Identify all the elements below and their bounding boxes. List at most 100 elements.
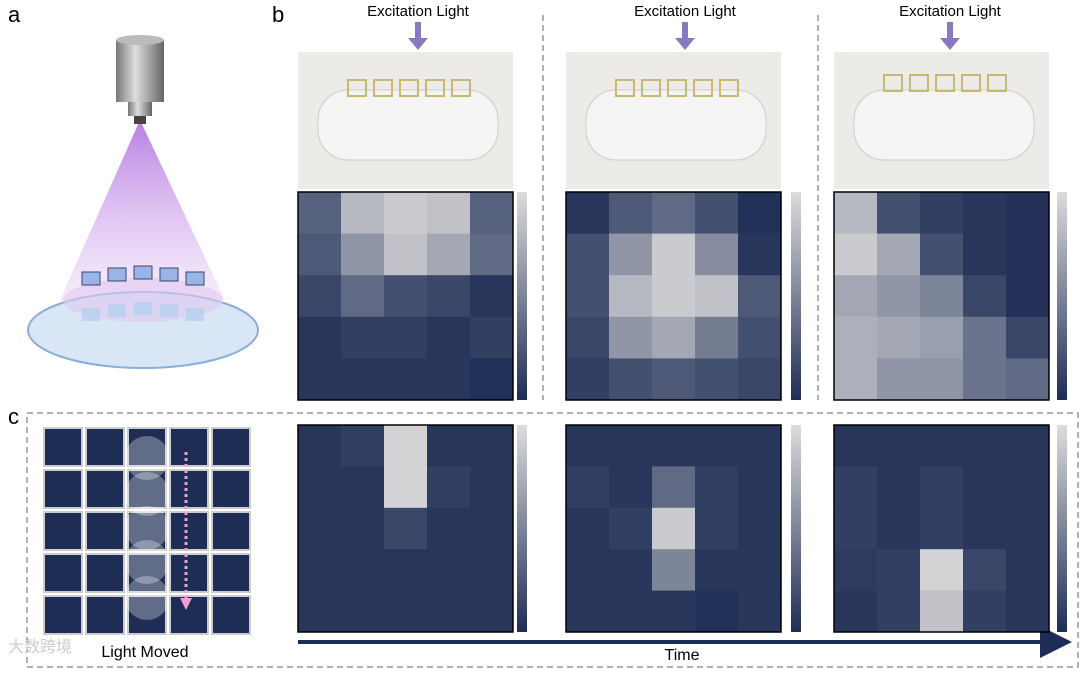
- heatmap-cell: [470, 466, 514, 509]
- heatmap-cell: [695, 233, 739, 276]
- pixel: [127, 427, 167, 467]
- excitation-arrow-head: [675, 38, 695, 50]
- heatmap-cell: [1006, 316, 1050, 359]
- heatmap-cell: [470, 590, 514, 633]
- pixel: [127, 553, 167, 593]
- heatmap-cell: [341, 507, 385, 550]
- sample: [81, 271, 101, 286]
- sample-shadow: [108, 304, 126, 317]
- heatmap-cell: [963, 590, 1007, 633]
- heatmap-cell: [341, 233, 385, 276]
- pixel: [43, 511, 83, 551]
- heatmap-cell: [834, 425, 878, 467]
- pixel: [43, 469, 83, 509]
- heatmap-frame: [297, 424, 514, 633]
- heatmap-cell: [695, 358, 739, 401]
- sample: [159, 267, 179, 282]
- pixel: [85, 427, 125, 467]
- photo-film: [987, 74, 1007, 92]
- pixel: [85, 469, 125, 509]
- heatmap-cell: [695, 590, 739, 633]
- pixel: [127, 595, 167, 635]
- pixel: [85, 553, 125, 593]
- heatmap-cell: [834, 507, 878, 550]
- heatmap-frame: [833, 191, 1050, 401]
- heatmap-cell: [298, 275, 342, 318]
- heatmap-cell: [341, 192, 385, 235]
- heatmap-cell: [738, 316, 782, 359]
- watermark: 大数跨境: [8, 637, 72, 656]
- heatmap-cell: [470, 358, 514, 401]
- heatmap-cell: [609, 507, 653, 550]
- heatmap-cell: [341, 358, 385, 401]
- heatmap-cell: [652, 192, 696, 235]
- heatmap-cell: [566, 466, 610, 509]
- photo-film: [399, 79, 419, 97]
- heatmap-frame: [297, 191, 514, 401]
- heatmap-cell: [695, 507, 739, 550]
- tube: [585, 89, 767, 161]
- heatmap-cell: [427, 549, 471, 592]
- heatmap-cell: [1006, 275, 1050, 318]
- heatmap-cell: [963, 275, 1007, 318]
- pixel: [211, 595, 251, 635]
- heatmap-cell: [298, 233, 342, 276]
- heatmap-cell: [877, 192, 921, 235]
- colorbar: [517, 425, 527, 632]
- heatmap-cell: [963, 192, 1007, 235]
- excitation-label: Excitation Light: [634, 3, 737, 20]
- move-arrow-head: [180, 598, 192, 610]
- pixel: [127, 511, 167, 551]
- heatmap-frame: [833, 424, 1050, 633]
- heatmap-cell: [652, 466, 696, 509]
- heatmap-cell: [963, 358, 1007, 401]
- excitation-arrow-head: [940, 38, 960, 50]
- heatmap-cell: [652, 316, 696, 359]
- heatmap-cell: [695, 466, 739, 509]
- pixel: [85, 595, 125, 635]
- heatmap-cell: [427, 192, 471, 235]
- heatmap-cell: [470, 192, 514, 235]
- heatmap-cell: [341, 590, 385, 633]
- heatmap-cell: [609, 316, 653, 359]
- heatmap-cell: [963, 233, 1007, 276]
- heatmap-cell: [695, 192, 739, 235]
- heatmap-cell: [920, 233, 964, 276]
- heatmap-cell: [298, 466, 342, 509]
- heatmap-cell: [609, 233, 653, 276]
- heatmap-cell: [566, 358, 610, 401]
- colorbar: [517, 192, 527, 400]
- excitation-arrow-head: [408, 38, 428, 50]
- heatmap-cell: [652, 507, 696, 550]
- heatmap-cell: [834, 358, 878, 401]
- heatmap-cell: [609, 549, 653, 592]
- heatmap-cell: [427, 507, 471, 550]
- heatmap-cell: [298, 507, 342, 550]
- heatmap-cell: [834, 316, 878, 359]
- heatmap-cell: [920, 466, 964, 509]
- heatmap-cell: [609, 590, 653, 633]
- excitation-label: Excitation Light: [899, 3, 1002, 20]
- photo-film: [909, 74, 929, 92]
- heatmap-cell: [566, 275, 610, 318]
- pixel: [169, 427, 209, 467]
- panel-c-frame: [26, 412, 1079, 668]
- heatmap-cell: [384, 466, 428, 509]
- sample: [107, 267, 127, 282]
- sample: [133, 265, 153, 280]
- pixel: [127, 469, 167, 509]
- lamp-illustration: [27, 35, 259, 369]
- photo-film: [719, 79, 739, 97]
- caption: Light Moved: [101, 644, 188, 661]
- heatmap-cell: [566, 507, 610, 550]
- heatmap-cell: [341, 316, 385, 359]
- heatmap-cell: [877, 507, 921, 550]
- heatmap-cell: [298, 425, 342, 467]
- heatmap-frame: [565, 424, 782, 633]
- heatmap-cell: [384, 233, 428, 276]
- heatmap-cell: [566, 316, 610, 359]
- heatmap-cell: [695, 425, 739, 467]
- excitation-label: Excitation Light: [367, 3, 470, 20]
- heatmap-cell: [470, 425, 514, 467]
- colorbar: [1057, 425, 1067, 632]
